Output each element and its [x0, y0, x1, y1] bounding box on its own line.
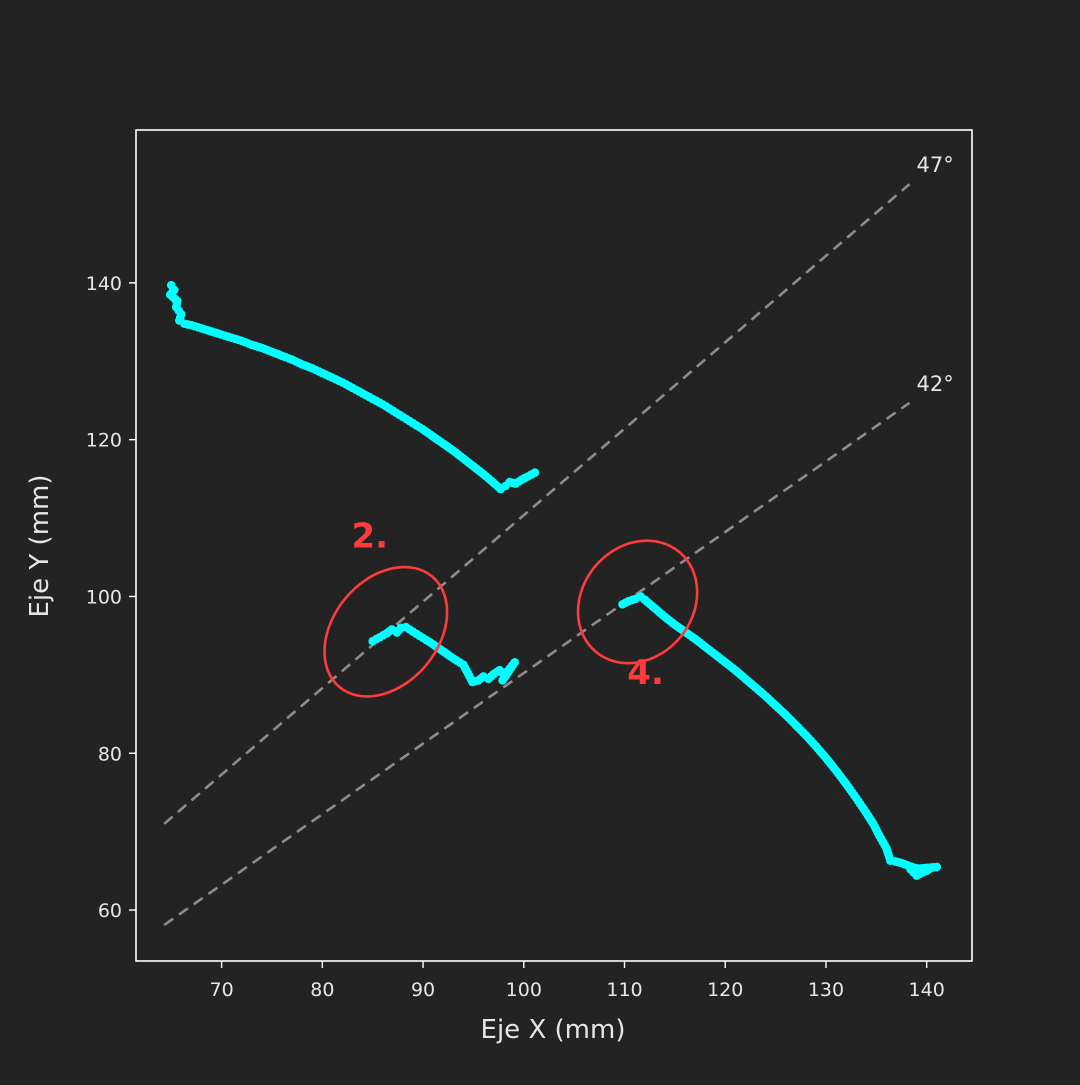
y-tick-label: 120 [86, 430, 122, 452]
data-point [498, 676, 507, 685]
x-tick-label: 70 [210, 979, 234, 1001]
x-tick-label: 90 [411, 979, 435, 1001]
x-tick-label: 120 [707, 979, 743, 1001]
y-tick-label: 60 [98, 900, 122, 922]
annotation-label-2: 4. [627, 653, 664, 693]
data-point [530, 468, 540, 477]
annotation-ellipse-1 [323, 565, 449, 698]
x-tick-label: 130 [808, 979, 844, 1001]
y-tick-label: 80 [98, 743, 122, 765]
reference-line-1 [163, 183, 911, 825]
series-2 [368, 622, 520, 687]
reference-line-label-2: 42° [917, 372, 954, 396]
y-tick-label: 100 [86, 586, 122, 608]
annotation-ellipse-2 [576, 539, 699, 665]
y-axis-ticks: 60 80 100 120 140 [86, 273, 136, 922]
data-series [165, 280, 942, 880]
plot-frame [135, 129, 973, 962]
x-tick-label: 140 [909, 979, 945, 1001]
series-1 [165, 280, 540, 494]
series-3 [618, 592, 942, 880]
reference-line-label-1: 47° [917, 153, 954, 177]
data-point [932, 862, 942, 872]
y-axis-label: Eje Y (mm) [25, 475, 55, 618]
x-tick-label: 100 [506, 979, 542, 1001]
x-tick-label: 80 [310, 979, 334, 1001]
reference-lines: 47° 42° [163, 153, 954, 927]
x-axis-label: Eje X (mm) [481, 1015, 626, 1045]
y-tick-label: 140 [86, 273, 122, 295]
x-axis-ticks: 70 80 90 100 110 120 130 140 [210, 961, 945, 1001]
annotation-label-1: 2. [352, 517, 389, 557]
annotations: 2. 4. [323, 517, 699, 698]
reference-line-2 [163, 401, 911, 927]
x-tick-label: 110 [606, 979, 642, 1001]
